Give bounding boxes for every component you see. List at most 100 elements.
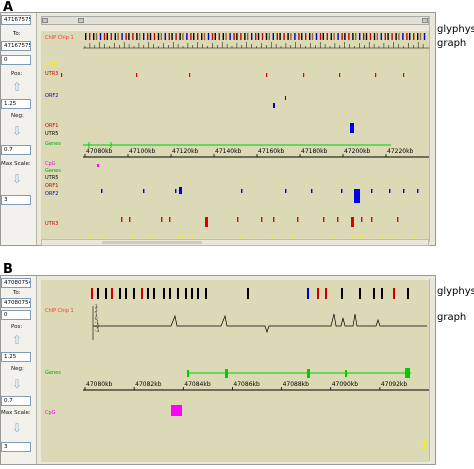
yellow-mark bbox=[391, 235, 393, 238]
glyph-tick-b bbox=[141, 288, 143, 299]
neg-down-arrow-icon[interactable]: ⇩ bbox=[12, 124, 23, 138]
neg-field[interactable]: 0.7 bbox=[1, 145, 31, 155]
glyph-tick bbox=[211, 33, 214, 40]
yellow-mark bbox=[181, 235, 183, 238]
utr3-lower-mark bbox=[297, 217, 299, 222]
glyph-tick bbox=[175, 33, 177, 40]
glyph-tick bbox=[103, 33, 106, 40]
glyph-tick bbox=[398, 33, 400, 40]
glyph-tick bbox=[265, 33, 268, 40]
track-label-cpg-b: CpG bbox=[45, 410, 56, 416]
glyph-tick-b bbox=[177, 288, 179, 299]
glyph-tick-b bbox=[407, 288, 409, 299]
offset-field[interactable]: 0 bbox=[1, 55, 31, 65]
pos-up-arrow-icon[interactable]: ⇧ bbox=[12, 80, 23, 94]
ruler-tick-label: 47200kb bbox=[344, 148, 371, 155]
track-label-orf1: ORF1 bbox=[45, 123, 59, 129]
yellow-mark bbox=[177, 235, 179, 238]
utr3-lower-mark bbox=[361, 217, 363, 222]
utr3-lower-mark bbox=[337, 217, 339, 222]
neg-field-b[interactable]: 0.7 bbox=[1, 396, 31, 406]
utr3-lower-mark bbox=[323, 217, 325, 222]
overview-scroll-right-knob[interactable] bbox=[422, 18, 428, 23]
to-field-b[interactable]: 47080754 bbox=[1, 298, 31, 308]
yellow-mark bbox=[191, 235, 193, 238]
orf2-feature-mid bbox=[179, 187, 182, 194]
glyph-tick bbox=[333, 33, 335, 40]
vertical-scrollbar-b[interactable] bbox=[429, 279, 435, 461]
glyph-tick bbox=[160, 33, 162, 40]
glyph-tick bbox=[326, 33, 328, 40]
offset-field-b[interactable]: 0 bbox=[1, 310, 31, 320]
ruler-b: 47080kb 47082kb 47084kb 47086kb 47088kb 47090… bbox=[84, 381, 407, 390]
from-field-b[interactable]: 47080754 bbox=[1, 278, 31, 288]
utr3-mark bbox=[266, 73, 268, 77]
cpg-feature bbox=[97, 164, 99, 167]
glyph-tick bbox=[352, 33, 354, 40]
glyph-tick bbox=[322, 33, 324, 40]
yellow-mark bbox=[291, 235, 293, 238]
overview-scroll-thumb[interactable] bbox=[78, 18, 84, 23]
orf2-mark bbox=[101, 189, 103, 193]
utr3-lower-mark bbox=[169, 217, 171, 222]
glyph-tick bbox=[117, 33, 119, 40]
panel-label-b: B bbox=[3, 262, 13, 277]
ruler-tick-label: 47140kb bbox=[215, 148, 242, 155]
from-field[interactable]: 47167575 bbox=[1, 15, 31, 25]
glyph-tick bbox=[186, 33, 188, 40]
glyph-tick bbox=[344, 33, 346, 40]
glyph-tick bbox=[348, 33, 350, 40]
glyph-tick-b bbox=[147, 288, 149, 299]
glyph-tick bbox=[110, 33, 112, 40]
maxscale-field-b[interactable]: 3 bbox=[1, 442, 31, 452]
glyph-row-b bbox=[91, 288, 409, 299]
to-field[interactable]: 47167575 bbox=[1, 41, 31, 51]
scale-label: 3 bbox=[95, 304, 98, 309]
utr3-lower-mark bbox=[351, 217, 354, 227]
glyph-tick bbox=[193, 33, 195, 40]
yellow-feature-b bbox=[423, 440, 426, 450]
navigation-sidebar-b: 47080754 To: 47080754 0 Pos: ⇧ 1.25 Neg:… bbox=[1, 276, 37, 464]
orf2-mark bbox=[341, 189, 343, 193]
ruler-tick-label: 47080kb bbox=[86, 148, 113, 155]
utr3-mark bbox=[403, 73, 405, 77]
navigation-sidebar: 47167575 To: 47167575 0 Pos: ⇧ 1.25 Neg:… bbox=[1, 13, 37, 245]
utr3-lower-mark bbox=[121, 217, 123, 222]
pos-field[interactable]: 1.25 bbox=[1, 99, 31, 109]
glyph-tick bbox=[149, 33, 152, 40]
horizontal-scrollbar[interactable] bbox=[41, 239, 429, 246]
glyph-tick bbox=[373, 33, 376, 40]
utr3-mark bbox=[61, 73, 63, 77]
orf2-big-feature bbox=[354, 189, 360, 203]
pos-up-arrow-icon-b[interactable]: ⇧ bbox=[12, 333, 23, 347]
vertical-scrollbar[interactable] bbox=[429, 16, 435, 242]
to-label-b: To: bbox=[13, 290, 21, 296]
utr3-lower-mark bbox=[397, 217, 399, 222]
glyph-tick bbox=[95, 33, 98, 40]
overview-scrollbar[interactable] bbox=[41, 16, 429, 25]
glyph-tick-b bbox=[359, 288, 361, 299]
neg-down-arrow-icon-b[interactable]: ⇩ bbox=[12, 377, 23, 391]
cpg-feature-b bbox=[171, 405, 182, 416]
glyph-tick bbox=[153, 33, 156, 40]
chip-graph-line bbox=[93, 313, 427, 334]
glyph-tick bbox=[147, 33, 149, 40]
yellow-mark bbox=[361, 235, 363, 238]
overview-scroll-left-knob[interactable] bbox=[42, 18, 48, 23]
hscroll-thumb[interactable] bbox=[102, 241, 202, 244]
glyph-tick bbox=[218, 33, 220, 40]
maxscale-arrow-icon[interactable]: ⇩ bbox=[12, 172, 23, 186]
maxscale-arrow-icon-b[interactable]: ⇩ bbox=[12, 421, 23, 435]
track-label-genes-b: Genes bbox=[45, 370, 61, 376]
glyph-tick-b bbox=[317, 288, 319, 299]
glyph-tick bbox=[125, 33, 127, 40]
pos-field-b[interactable]: 1.25 bbox=[1, 352, 31, 362]
yellow-mark bbox=[331, 235, 333, 238]
glyph-tick bbox=[311, 33, 314, 40]
maxscale-field[interactable]: 3 bbox=[1, 195, 31, 205]
track-area-b: ChIP Chip 1 Genes CpG 3 2 1 0 -1 -2 -3 47080kb… bbox=[41, 280, 429, 462]
glyph-tick bbox=[298, 33, 300, 40]
ruler-tick-label: 47220kb bbox=[387, 148, 414, 155]
yellow-mark bbox=[271, 235, 273, 238]
glyph-tick-b bbox=[153, 288, 155, 299]
